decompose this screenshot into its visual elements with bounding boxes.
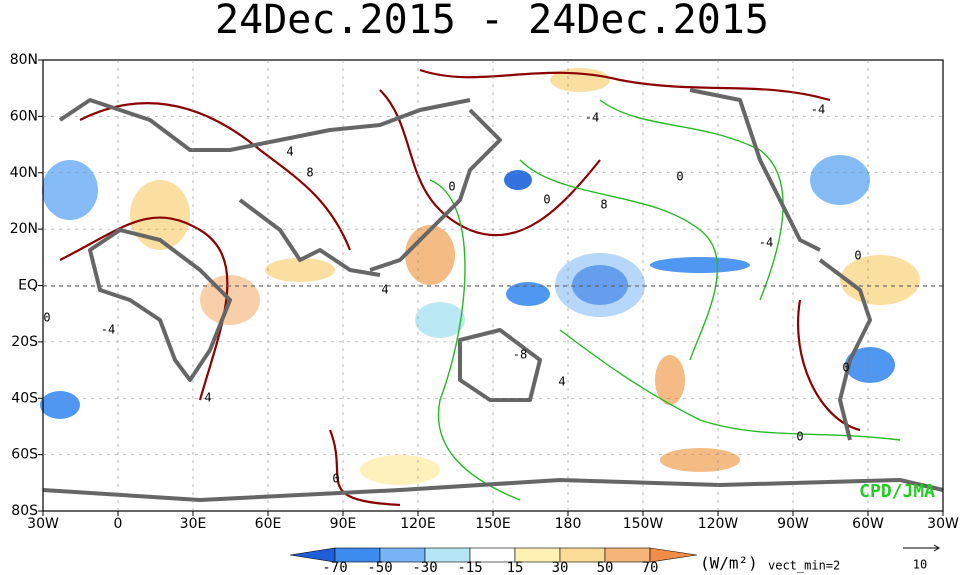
vector-note: vect_min=2	[768, 559, 840, 573]
contour-label: 0	[448, 180, 455, 194]
units: (W/m²)	[700, 554, 758, 573]
title: 24Dec.2015 - 24Dec.2015	[215, 0, 769, 43]
contour-label: 0	[543, 193, 550, 207]
lat-label: 20N	[10, 221, 38, 237]
lon-label: 30W	[927, 516, 959, 532]
colorbar-label: 50	[597, 560, 614, 575]
colorbar-label: -15	[457, 560, 482, 575]
lat-label: 60N	[10, 108, 38, 124]
lon-label: 120E	[400, 516, 436, 532]
lon-label: 150W	[623, 516, 664, 532]
contour-label: -8	[513, 348, 527, 362]
shading	[40, 68, 920, 485]
contour-label: 4	[204, 391, 211, 405]
colorbar-label: -70	[322, 560, 347, 575]
colorbar-label: 15	[507, 560, 524, 575]
lon-label: 30E	[180, 516, 207, 532]
contour-label: -4	[811, 103, 825, 117]
lat-label: 60S	[11, 447, 38, 463]
contour-label: 8	[600, 198, 607, 212]
credit: CPD/JMA	[859, 481, 935, 502]
contour-label: 0	[842, 361, 849, 375]
lon-label: 90W	[777, 516, 809, 532]
lat-label: 40N	[10, 165, 38, 181]
contour-label: 4	[286, 145, 293, 159]
contour-label: 8	[306, 166, 313, 180]
lon-label: 180	[555, 516, 582, 532]
contour-label: -4	[101, 323, 115, 337]
colorbar-label: -30	[412, 560, 437, 575]
contour-label: 0	[43, 311, 50, 325]
lat-label: 40S	[11, 390, 38, 406]
lon-label: 60E	[255, 516, 282, 532]
lon-label: 120W	[698, 516, 739, 532]
lon-label: 0	[114, 516, 123, 532]
contour-label: 4	[558, 375, 565, 389]
contour-label: 0	[796, 430, 803, 444]
contour-label: 0	[854, 249, 861, 263]
contour-label: 4	[381, 283, 388, 297]
contours	[59, 68, 901, 507]
contour-label: -4	[585, 111, 599, 125]
lat-label: EQ	[18, 278, 38, 294]
lat-label: 80S	[11, 503, 38, 519]
lon-label: 60W	[852, 516, 884, 532]
lat-label: 80N	[10, 52, 38, 68]
vector-arrow-head	[933, 544, 940, 552]
colorbar	[289, 547, 698, 563]
contour-label: 0	[332, 472, 339, 486]
colorbar-label: 70	[642, 560, 659, 575]
lon-label: 150E	[475, 516, 511, 532]
colorbar-label: 30	[552, 560, 569, 575]
vector-scale: 10	[913, 558, 927, 572]
lat-label: 20S	[11, 334, 38, 350]
lon-label: 90E	[330, 516, 357, 532]
coastlines	[42, 88, 944, 502]
lon-label: 30W	[27, 516, 59, 532]
contour-label: -4	[759, 236, 773, 250]
contour-label: 0	[676, 170, 683, 184]
colorbar-label: -50	[367, 560, 392, 575]
